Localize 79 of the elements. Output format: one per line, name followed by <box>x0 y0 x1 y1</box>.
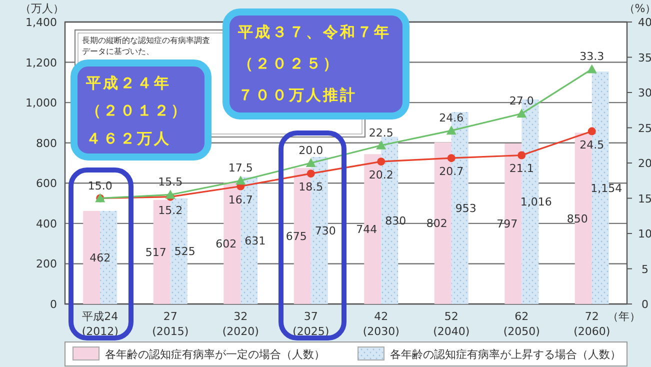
point <box>586 64 597 74</box>
y-axis-title: （万人） <box>20 2 64 15</box>
data-label: 850 <box>566 212 588 226</box>
data-label: 20.7 <box>439 165 464 178</box>
point <box>236 176 246 185</box>
point <box>446 126 456 135</box>
data-label: 33.3 <box>580 50 604 64</box>
y2-tick-label: 25 <box>638 122 651 135</box>
x-axis-title: （年） <box>608 310 640 323</box>
x-tick-label: 62 (2050) <box>503 310 540 338</box>
data-label: 675 <box>286 230 307 244</box>
x-tick-label: 52 (2040) <box>433 310 470 338</box>
annotation: 長期の縦断的な認知症の有病率調査 <box>82 36 210 45</box>
data-label: 517 <box>145 246 166 259</box>
y2-tick-label: 35 <box>638 51 651 64</box>
data-label: 15.2 <box>158 204 183 217</box>
annotation: 平成２４年 <box>85 74 171 92</box>
y2-tick-label: 30 <box>638 86 651 100</box>
point <box>165 190 176 199</box>
data-label: 525 <box>174 245 196 258</box>
data-label: 18.5 <box>298 180 324 194</box>
point <box>588 127 596 136</box>
y-tick-label: 400 <box>36 217 57 230</box>
data-label: 744 <box>356 223 378 236</box>
point <box>306 158 316 167</box>
data-label: 602 <box>216 237 237 250</box>
data-label: 24.6 <box>439 112 464 125</box>
y-tick-label: 0 <box>50 298 57 311</box>
y-tick-label: 600 <box>36 177 57 190</box>
y-tick-label: 1,400 <box>26 16 57 29</box>
data-label: 24.5 <box>580 138 604 152</box>
y2-tick-label: 15 <box>638 192 651 206</box>
y2-tick-label: 5 <box>642 262 648 276</box>
y-tick-label: 1,000 <box>26 96 57 110</box>
data-label: 20.2 <box>368 168 394 182</box>
data-label: 730 <box>314 224 336 238</box>
point <box>376 140 386 150</box>
data-label: 15.0 <box>88 179 112 192</box>
y2-tick-label: 10 <box>638 228 651 240</box>
legend-label: 各年齢の認知症有病率が一定の場合（人数） <box>105 348 325 361</box>
point <box>306 170 315 178</box>
x-tick-label: 32 (2020) <box>222 310 259 338</box>
annotation: （２０２５） <box>238 54 340 73</box>
point <box>518 151 526 160</box>
annotation: ４６２万人 <box>86 129 171 148</box>
y-tick-label: 1,200 <box>26 56 57 70</box>
legend-label: 各年齢の認知症有病率が上昇する場合（人数） <box>390 348 621 361</box>
annotation: ７００万人推計 <box>238 86 357 104</box>
x-tick-label: 37 (2025) <box>292 310 330 338</box>
x-tick-label: 平成24 (2012) <box>82 310 118 338</box>
data-label: 631 <box>244 234 266 248</box>
data-label: 22.5 <box>368 126 394 140</box>
y2-tick-label: 0 <box>642 298 648 311</box>
y-tick-label: 200 <box>36 258 57 271</box>
data-label: 21.1 <box>509 162 534 176</box>
y-tick-label: 800 <box>36 136 57 150</box>
point <box>377 158 386 166</box>
point <box>447 154 456 162</box>
data-label: 830 <box>385 214 406 228</box>
data-label: 1,016 <box>520 196 552 209</box>
data-label: 953 <box>455 202 476 216</box>
data-label: 802 <box>426 217 448 230</box>
data-label: 462 <box>90 251 111 264</box>
x-tick-label: 42 (2030) <box>362 310 400 338</box>
data-label: 17.5 <box>228 162 253 175</box>
data-label: 16.7 <box>228 193 253 206</box>
y2-tick-label: 40 <box>638 16 651 29</box>
y2-tick-label: 20 <box>638 157 651 170</box>
data-label: 20.0 <box>298 144 324 157</box>
annotation: データに基づいた、 <box>82 47 154 56</box>
y2-axis-title: （%） <box>624 2 651 15</box>
annotation: （２０１２） <box>86 102 188 120</box>
x-tick-label: 27 (2015) <box>152 310 189 338</box>
data-label: 797 <box>496 218 518 231</box>
data-label: 1,154 <box>590 182 622 195</box>
x-tick-label: 72 (2060) <box>574 310 610 338</box>
annotation: 平成３７、令和７年 <box>237 23 391 41</box>
point <box>516 108 527 118</box>
data-label: 27.0 <box>509 94 534 108</box>
